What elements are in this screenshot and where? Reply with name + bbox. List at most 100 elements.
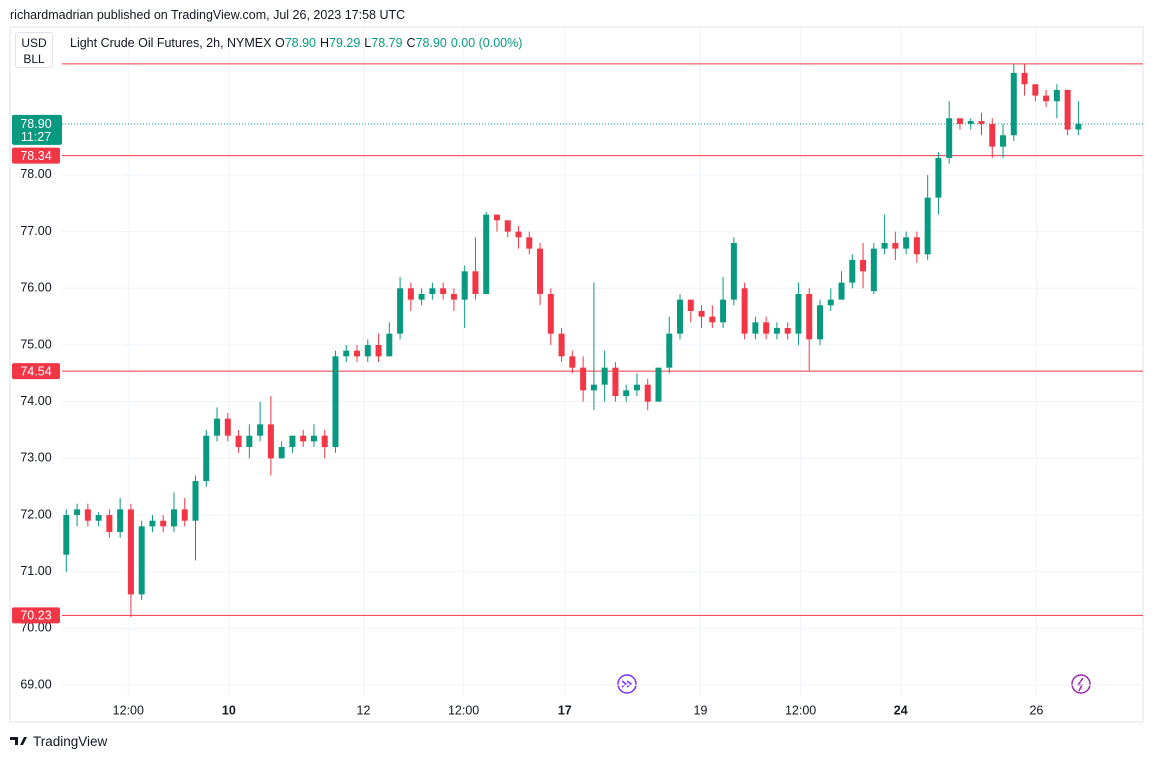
- candle-body: [127, 509, 134, 595]
- x-tick-label: 12: [357, 703, 371, 717]
- candle-body: [956, 118, 963, 124]
- grid: [62, 27, 1143, 697]
- y-tick-label: 71.00: [20, 564, 51, 578]
- candle-body: [257, 424, 264, 436]
- event-icon[interactable]: [1071, 674, 1091, 694]
- candle-body: [440, 288, 447, 294]
- candle-body: [149, 520, 156, 527]
- candle-body: [246, 435, 253, 448]
- candle-body: [978, 121, 985, 124]
- candle-body: [386, 333, 393, 357]
- candle-body: [677, 299, 684, 334]
- y-tick-label: 76.00: [20, 281, 51, 295]
- candle-body: [493, 214, 500, 221]
- candle-body: [784, 327, 791, 334]
- candle-body: [181, 509, 188, 521]
- y-tick-label: 72.00: [20, 507, 51, 521]
- candle-body: [913, 237, 920, 255]
- x-tick-label: 10: [222, 703, 236, 717]
- event-icon[interactable]: [617, 674, 637, 694]
- candle-body: [1032, 84, 1039, 96]
- legend: Light Crude Oil Futures, 2h, NYMEX O78.9…: [70, 36, 526, 50]
- y-tick-label: 69.00: [20, 677, 51, 691]
- candle-body: [730, 242, 737, 300]
- candle-body: [224, 418, 231, 436]
- candle-body: [720, 299, 727, 323]
- publish-info: richardmadrian published on TradingView.…: [10, 8, 406, 22]
- field-key: O: [274, 36, 285, 50]
- candle-body: [860, 259, 867, 272]
- candle-body: [687, 299, 694, 311]
- candle-body: [633, 384, 640, 391]
- unit: BLL: [23, 52, 45, 66]
- candle-body: [461, 271, 468, 300]
- candle-body: [967, 121, 974, 124]
- candle-body: [1064, 89, 1071, 130]
- x-tick-label: 24: [894, 703, 908, 717]
- candle-body: [816, 305, 823, 340]
- field-key: C: [406, 36, 416, 50]
- level-label: 78.34: [20, 149, 51, 163]
- candle-body: [267, 424, 274, 459]
- candle-body: [580, 367, 587, 391]
- candle-body: [590, 384, 597, 391]
- candle-body: [1000, 135, 1007, 147]
- brand-logo: [10, 737, 27, 745]
- candle-body: [483, 214, 490, 294]
- candle-body: [300, 435, 307, 442]
- candle-body: [827, 299, 834, 306]
- candle-body: [601, 367, 608, 385]
- candle-body: [1010, 72, 1017, 136]
- last-price-tag: [12, 114, 62, 145]
- candle-body: [623, 390, 630, 397]
- chart-frame: [9, 26, 1144, 723]
- candle-body: [343, 350, 350, 357]
- candle-body: [569, 356, 576, 368]
- x-tick-label: 12:00: [113, 703, 144, 717]
- candle-body: [106, 515, 113, 533]
- candle-body: [203, 435, 210, 482]
- currency-box[interactable]: USD BLL: [15, 32, 53, 68]
- candle-body: [63, 515, 70, 555]
- level-label: 74.54: [20, 364, 51, 378]
- candle-body: [375, 344, 382, 357]
- candle-body: [698, 310, 705, 317]
- candle-body: [870, 248, 877, 292]
- candle-body: [881, 242, 888, 249]
- candle-body: [138, 526, 145, 595]
- candle-body: [903, 237, 910, 249]
- y-tick-label: 77.00: [20, 224, 51, 238]
- candle-body: [924, 197, 931, 255]
- level-label: 70.23: [20, 609, 51, 623]
- candle-body: [364, 344, 371, 357]
- candle-body: [450, 293, 457, 300]
- y-tick-label: 78.00: [20, 167, 51, 181]
- x-tick-label: 12:00: [448, 703, 479, 717]
- candle-body: [418, 293, 425, 300]
- candle-body: [946, 118, 953, 158]
- field-value: 79.29: [329, 36, 361, 50]
- y-tick-label: 70.00: [20, 621, 51, 635]
- candle-body: [472, 271, 479, 294]
- countdown: 11:27: [21, 130, 51, 144]
- last-price-label: 78.90: [20, 117, 51, 131]
- field-key: L: [364, 36, 372, 50]
- y-tick-label: 74.00: [20, 394, 51, 408]
- candle-body: [763, 322, 770, 334]
- candle-body: [160, 520, 167, 527]
- candle-body: [644, 384, 651, 402]
- ohlc-fields: O78.90 H79.29 L78.79 C78.90: [275, 36, 451, 50]
- candle-body: [666, 333, 673, 368]
- candle-body: [95, 515, 102, 521]
- candle-body: [117, 509, 124, 533]
- candle-body: [397, 288, 404, 334]
- candle-body: [655, 367, 662, 402]
- candle-body: [935, 157, 942, 198]
- candle-body: [741, 288, 748, 334]
- candle-body: [407, 288, 414, 300]
- candle-body: [1021, 72, 1028, 85]
- field-value: 78.79: [371, 36, 403, 50]
- candle-body: [849, 259, 856, 283]
- field-value: 78.90: [284, 36, 316, 50]
